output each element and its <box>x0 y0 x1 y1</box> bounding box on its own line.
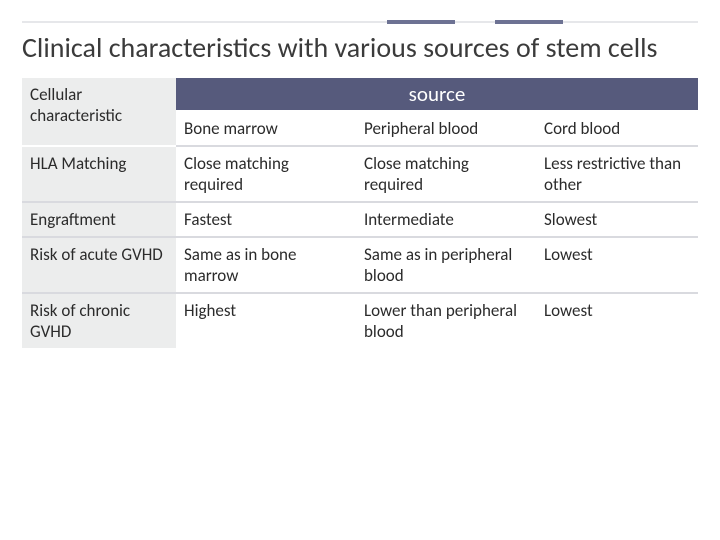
row-label: Risk of chronic GVHD <box>22 293 176 348</box>
table-cell: Lowest <box>536 293 698 348</box>
row-label: Engraftment <box>22 202 176 237</box>
table-row: Risk of acute GVHD Same as in bone marro… <box>22 237 698 293</box>
table-cell: Same as in bone marrow <box>176 237 356 293</box>
characteristics-table: Cellular characteristic source Bone marr… <box>22 78 698 348</box>
table-cell: Close matching required <box>356 146 536 202</box>
table-cell: Close matching required <box>176 146 356 202</box>
decor-rule-bg <box>22 21 698 23</box>
table-cell: Same as in peripheral blood <box>356 237 536 293</box>
table-cell: Highest <box>176 293 356 348</box>
table-cell: Slowest <box>536 202 698 237</box>
table-row: Engraftment Fastest Intermediate Slowest <box>22 202 698 237</box>
table-cell: Lower than peripheral blood <box>356 293 536 348</box>
slide-title: Clinical characteristics with various so… <box>22 32 698 64</box>
characteristic-header: Cellular characteristic <box>22 78 176 146</box>
table-header-row: Cellular characteristic source <box>22 78 698 111</box>
column-header: Cord blood <box>536 111 698 146</box>
decor-rule-seg <box>495 20 563 24</box>
column-header: Peripheral blood <box>356 111 536 146</box>
table-cell: Intermediate <box>356 202 536 237</box>
table-row: Risk of chronic GVHD Highest Lower than … <box>22 293 698 348</box>
table-cell: Fastest <box>176 202 356 237</box>
table-cell: Less restrictive than other <box>536 146 698 202</box>
row-label: Risk of acute GVHD <box>22 237 176 293</box>
decor-top-rule <box>22 18 698 26</box>
row-label: HLA Matching <box>22 146 176 202</box>
column-header: Bone marrow <box>176 111 356 146</box>
table-row: HLA Matching Close matching required Clo… <box>22 146 698 202</box>
source-header: source <box>176 78 698 111</box>
table-cell: Lowest <box>536 237 698 293</box>
slide: Clinical characteristics with various so… <box>0 0 720 540</box>
decor-rule-seg <box>387 20 455 24</box>
